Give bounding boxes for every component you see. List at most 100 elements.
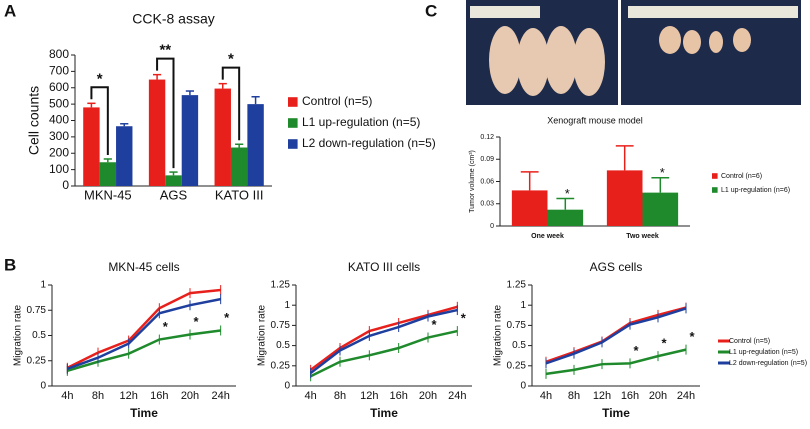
legend-swatch — [288, 118, 298, 128]
chart-title: AGS cells — [590, 260, 643, 274]
y-tick-label: 500 — [49, 96, 69, 110]
x-tick-label: 16h — [389, 390, 407, 402]
annotation: * — [228, 51, 234, 68]
annotation: * — [660, 165, 665, 180]
x-tick-label: 12h — [593, 390, 611, 402]
x-tick-label: MKN-45 — [84, 187, 132, 202]
x-tick-label: Two week — [626, 233, 659, 240]
legend-label: L1 up-regulation (n=5) — [302, 115, 420, 129]
y-tick-label: 200 — [49, 145, 69, 159]
legend-swatch — [288, 97, 298, 107]
y-tick-label: 0.5 — [512, 340, 526, 351]
x-tick-label: 12h — [360, 390, 378, 402]
panel-label: A — [4, 1, 16, 20]
y-tick-label: 0.25 — [27, 355, 47, 366]
y-tick-label: 0 — [40, 381, 46, 392]
y-tick-label: 100 — [49, 162, 69, 176]
x-tick-label: 4h — [305, 390, 317, 402]
y-tick-label: 0.03 — [480, 201, 494, 208]
x-tick-label: 16h — [150, 390, 168, 402]
y-tick-label: 0.5 — [276, 340, 290, 351]
panel-label: C — [425, 1, 437, 20]
y-tick-label: 0.75 — [507, 320, 527, 331]
y-tick-label: 0.09 — [480, 156, 494, 163]
line — [66, 297, 221, 371]
x-tick-label: 8h — [568, 390, 580, 402]
photo-panel — [466, 0, 801, 105]
y-axis-label: Tumor volume (cm³) — [469, 150, 476, 213]
line — [310, 329, 458, 378]
line — [545, 307, 687, 365]
x-tick-label: 24h — [448, 390, 466, 402]
x-tick-label: 12h — [119, 390, 137, 402]
x-axis-label: Time — [370, 406, 398, 420]
legend-swatch — [288, 139, 298, 149]
x-tick-label: AGS — [160, 187, 188, 202]
significance-bracket — [221, 66, 241, 141]
legend-label: L1 up-regulation (n=6) — [721, 187, 790, 194]
line — [545, 348, 687, 376]
y-tick-label: 400 — [49, 113, 69, 127]
annotation: * — [661, 336, 667, 351]
legend-label: L2 down-regulation (n=5) — [302, 136, 436, 150]
y-tick-label: 1.25 — [271, 280, 291, 291]
y-axis-label: Migration rate — [257, 304, 268, 366]
bar — [116, 126, 133, 186]
line — [66, 288, 221, 369]
tumor — [733, 28, 751, 52]
annotation: * — [565, 186, 570, 201]
ruler — [628, 6, 798, 18]
tumor — [683, 30, 701, 54]
y-tick-label: 1 — [40, 280, 46, 291]
significance-bracket — [90, 86, 109, 155]
mouse — [489, 26, 521, 94]
chart-title: CCK-8 assay — [132, 11, 214, 27]
bar — [247, 104, 264, 186]
x-tick-label: 20h — [649, 390, 667, 402]
y-tick-label: 1 — [284, 300, 290, 311]
x-axis-label: Time — [130, 406, 158, 420]
annotation: * — [224, 310, 230, 325]
y-tick-label: 0 — [284, 381, 290, 392]
y-tick-label: 1 — [520, 300, 526, 311]
legend-label: Control (n=6) — [721, 173, 762, 180]
bar — [214, 88, 231, 186]
annotation: * — [689, 329, 695, 344]
x-tick-label: 4h — [61, 390, 73, 402]
y-axis-label: Migration rate — [493, 304, 504, 366]
x-tick-label: One week — [531, 233, 564, 240]
bar — [181, 95, 199, 186]
x-tick-label: KATO III — [215, 187, 264, 202]
bar — [99, 162, 117, 186]
chart-title: MKN-45 cells — [108, 260, 179, 274]
y-tick-label: 800 — [49, 47, 69, 61]
y-tick-label: 1.25 — [507, 280, 527, 291]
x-tick-label: 16h — [621, 390, 639, 402]
chart-title: Xenograft mouse model — [547, 115, 643, 125]
line — [66, 329, 221, 373]
annotation: * — [163, 319, 169, 334]
annotation: * — [97, 70, 103, 87]
y-tick-label: 600 — [49, 80, 69, 94]
bar — [165, 175, 182, 186]
y-tick-label: 700 — [49, 64, 69, 78]
mouse — [573, 28, 605, 96]
y-tick-label: 300 — [49, 129, 69, 143]
line — [309, 308, 458, 375]
y-tick-label: 0.12 — [480, 134, 494, 141]
y-tick-label: 0.5 — [32, 330, 46, 341]
mouse — [545, 26, 577, 94]
bar — [547, 209, 584, 226]
y-tick-label: 0.75 — [27, 305, 47, 316]
x-tick-label: 20h — [419, 390, 437, 402]
legend-swatch — [712, 173, 718, 179]
x-tick-label: 8h — [92, 390, 104, 402]
tumor — [709, 31, 723, 53]
annotation: * — [431, 317, 437, 332]
y-tick-label: 0.75 — [271, 320, 291, 331]
x-tick-label: 20h — [181, 390, 199, 402]
y-tick-label: 0.25 — [271, 360, 291, 371]
legend-swatch — [712, 187, 718, 193]
